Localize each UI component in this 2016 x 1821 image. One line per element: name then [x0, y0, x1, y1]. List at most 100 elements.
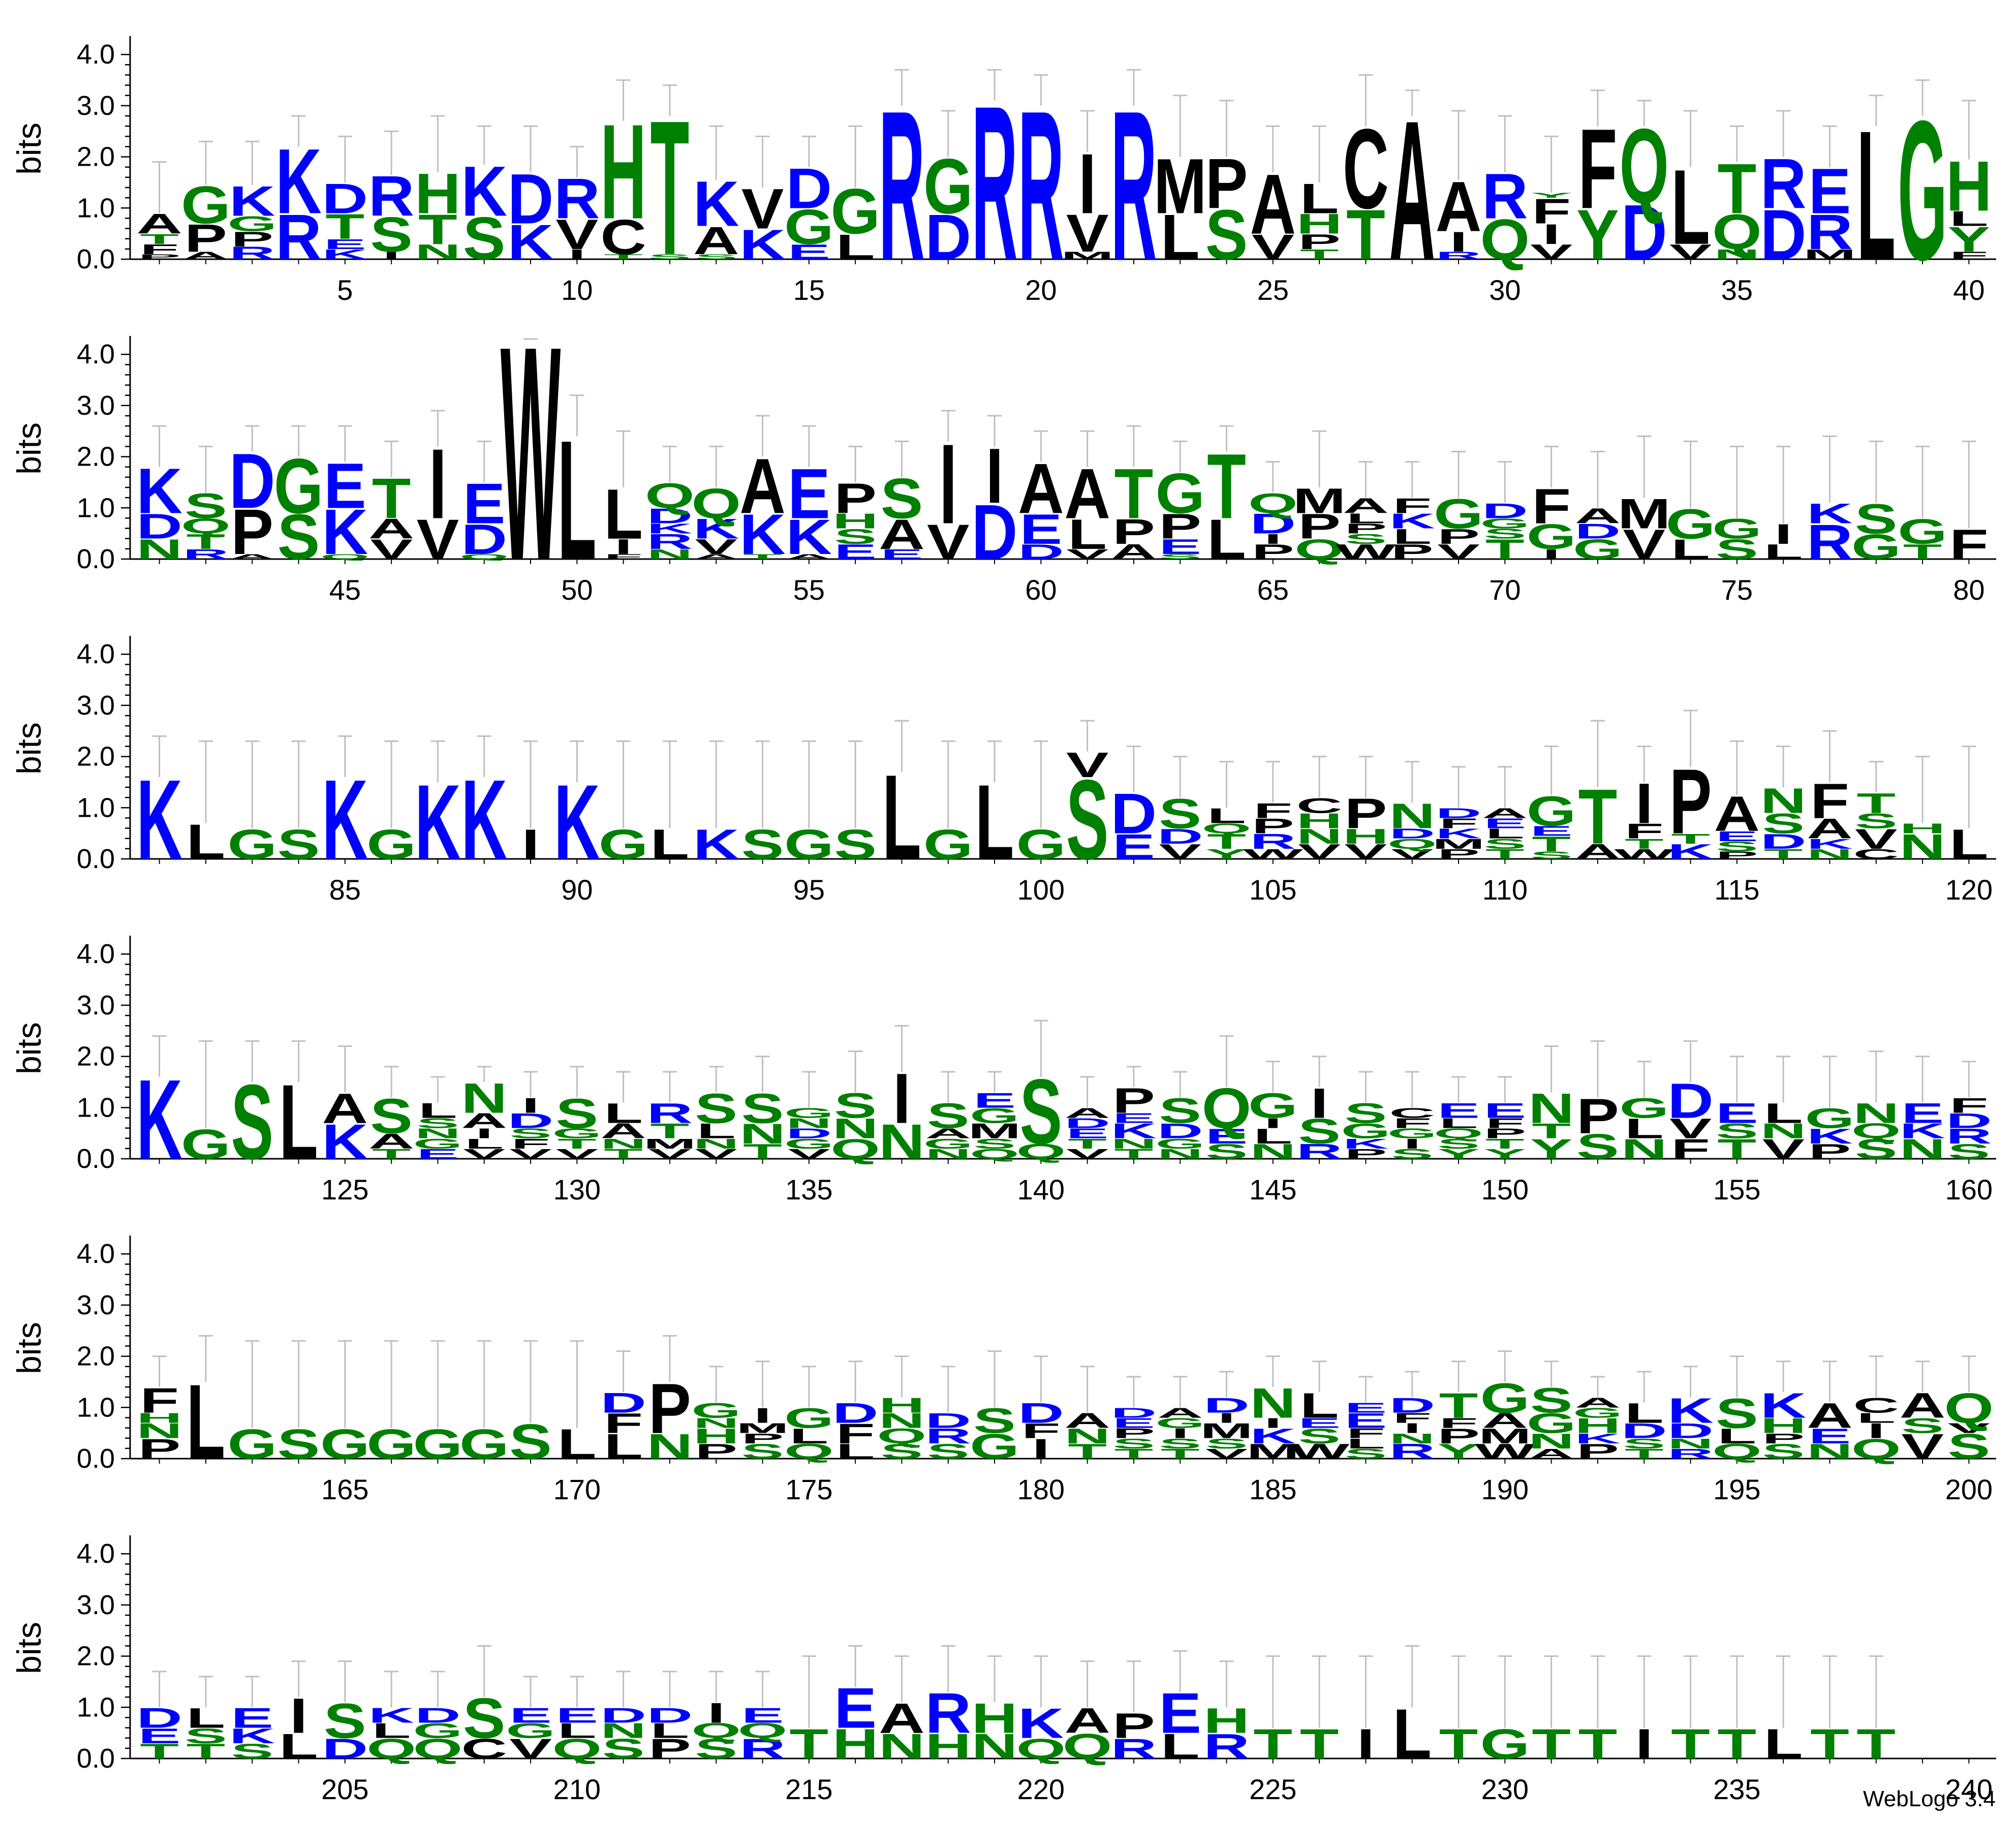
logo-letter: R	[1436, 250, 1482, 261]
x-tick-label: 90	[561, 874, 593, 906]
y-tick-label: 2.0	[77, 442, 115, 472]
logo-panel-3: 0.0 1.0 2.0 3.0 4.0 bits 85 90 95 100 105 110 115 120	[10, 636, 1996, 906]
logo-letter: S	[370, 206, 413, 262]
logo-letter: S	[417, 1116, 459, 1131]
logo-letter: N	[1528, 1429, 1574, 1453]
y-tick-label: 3.0	[77, 1590, 115, 1620]
logo-letter: D	[1111, 782, 1157, 846]
logo-column-41: NDK	[136, 425, 182, 565]
logo-letter: P	[1345, 1146, 1387, 1162]
logo-letter: S	[648, 253, 691, 261]
logo-letter: G	[1712, 513, 1762, 545]
logo-letter: D	[1621, 189, 1667, 276]
logo-column-234: T	[1671, 1655, 1710, 1768]
logo-letter: F	[1949, 250, 1989, 261]
logo-letter: I	[893, 1059, 911, 1138]
logo-letter: G	[1527, 517, 1576, 557]
x-tick-label: 195	[1713, 1473, 1760, 1505]
logo-letter: A	[1436, 167, 1482, 246]
logo-letter: A	[1575, 1395, 1621, 1410]
logo-letter: N	[879, 1726, 925, 1766]
logo-panel-6: 0.0 1.0 2.0 3.0 4.0 bits 205 210 215 220 225 230 235…	[10, 1535, 1996, 1805]
logo-letter: G	[1155, 462, 1205, 526]
logo-letter: V	[1252, 227, 1294, 267]
logo-column-170: L	[557, 1340, 597, 1468]
logo-letter: Q	[830, 1133, 880, 1165]
logo-letter: I	[1542, 218, 1560, 250]
logo-letter: Q	[413, 1733, 463, 1765]
logo-letter: M	[643, 1136, 696, 1152]
logo-letter: N	[693, 1415, 739, 1431]
logo-column-55: AKE	[786, 425, 832, 565]
logo-letter: P	[1345, 521, 1387, 537]
logo-letter: P	[1576, 1439, 1619, 1463]
logo-letter: L	[604, 475, 643, 554]
logo-letter: T	[557, 1136, 597, 1152]
logo-letter: T	[1625, 1446, 1664, 1462]
logo-letter: S	[1948, 1427, 1991, 1466]
logo-letter: L	[1625, 1397, 1664, 1429]
logo-letter: S	[741, 1439, 784, 1463]
logo-letter: L	[1207, 508, 1246, 571]
logo-letter: D	[1111, 1405, 1157, 1421]
logo-column-119: NH	[1900, 756, 1945, 867]
logo-letter: P	[1437, 1424, 1480, 1448]
logo-column-232: T	[1578, 1655, 1617, 1768]
logo-letter: L	[975, 763, 1014, 882]
logo-letter: D	[600, 1387, 646, 1419]
logo-letter: W	[1243, 846, 1304, 862]
logo-column-144: SEQ	[1202, 1035, 1251, 1163]
logo-letter: F	[1439, 1415, 1478, 1431]
logo-column-233: I	[1635, 1655, 1653, 1768]
logo-letter: K	[229, 1724, 275, 1748]
logo-letter: N	[415, 1126, 461, 1141]
logo-column-54: TKA	[739, 415, 786, 566]
logo-letter: A	[183, 250, 229, 261]
logo-letter: L	[1346, 511, 1385, 527]
x-tick-label: 100	[1017, 874, 1065, 906]
logo-letter: T	[1114, 454, 1154, 534]
y-tick-label: 4.0	[77, 939, 115, 969]
logo-letter: K	[1111, 1119, 1157, 1143]
logo-column-219: NH	[972, 1655, 1017, 1766]
logo-column-4: RK	[275, 115, 322, 273]
logo-column-89: I	[522, 740, 539, 868]
logo-letter: S	[695, 1733, 737, 1765]
logo-letter: Q	[181, 514, 231, 538]
logo-letter: V	[927, 514, 970, 570]
logo-letter: R	[647, 1097, 693, 1129]
logo-column-167: G	[413, 1340, 462, 1468]
logo-column-162: L	[187, 1335, 225, 1482]
logo-letter: T	[743, 1139, 782, 1163]
logo-letter: S	[509, 1126, 552, 1141]
logo-letter: K	[461, 757, 507, 883]
logo-letter: A	[1157, 1405, 1203, 1421]
logo-letter: S	[1205, 1436, 1248, 1452]
logo-letter: S	[834, 524, 877, 548]
logo-letter: T	[1068, 1439, 1107, 1463]
logo-letter: S	[231, 1063, 273, 1182]
logo-letter: V	[1066, 1146, 1109, 1162]
logo-letter: R	[1111, 67, 1157, 305]
logo-letter: T	[418, 205, 457, 253]
logo-letter: F	[604, 1407, 643, 1439]
logo-letter: L	[464, 1136, 504, 1152]
logo-letter: R	[1946, 1124, 1992, 1148]
logo-letter: R	[183, 546, 229, 562]
logo-letter: K	[322, 246, 368, 262]
logo-letter: R	[1389, 1439, 1435, 1463]
logo-letter: D	[508, 1108, 554, 1132]
logo-column-156: VNL	[1760, 1056, 1806, 1165]
logo-column-24: SP	[1205, 100, 1248, 275]
logo-letter: V	[1948, 1421, 1991, 1436]
logo-letter: P	[1159, 506, 1201, 546]
logo-column-225: T	[1254, 1655, 1292, 1768]
